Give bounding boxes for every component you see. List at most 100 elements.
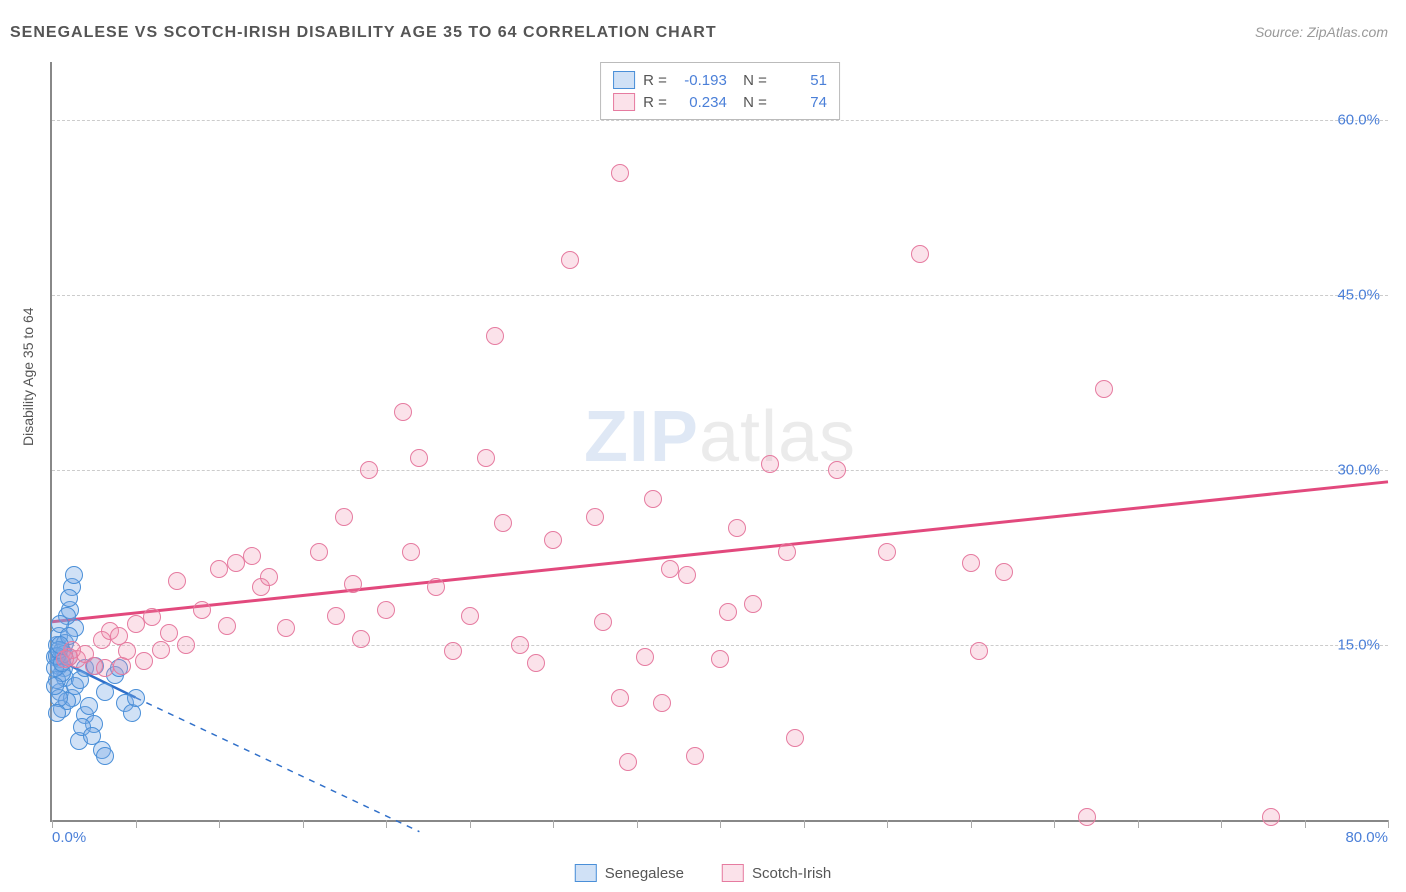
y-axis-label: Disability Age 35 to 64 (20, 307, 36, 446)
data-point-blue (46, 677, 64, 695)
data-point-pink (995, 563, 1013, 581)
x-tick-mark (1221, 820, 1222, 828)
x-min-label: 0.0% (52, 829, 86, 846)
gridline-h (52, 470, 1388, 471)
y-tick-label: 30.0% (1337, 462, 1380, 479)
data-point-pink (761, 455, 779, 473)
data-point-pink (327, 607, 345, 625)
data-point-pink (377, 601, 395, 619)
data-point-pink (96, 659, 114, 677)
gridline-h (52, 645, 1388, 646)
x-tick-mark (1054, 820, 1055, 828)
data-point-blue (96, 683, 114, 701)
data-point-pink (477, 449, 495, 467)
x-tick-mark (303, 820, 304, 828)
x-tick-mark (136, 820, 137, 828)
legend-item-pink: Scotch-Irish (722, 864, 831, 882)
x-tick-mark (971, 820, 972, 828)
data-point-pink (778, 543, 796, 561)
data-point-pink (360, 461, 378, 479)
data-point-pink (911, 245, 929, 263)
x-tick-mark (1138, 820, 1139, 828)
data-point-pink (344, 575, 362, 593)
trend-lines (52, 62, 1388, 820)
data-point-pink (210, 560, 228, 578)
x-tick-mark (553, 820, 554, 828)
data-point-pink (653, 694, 671, 712)
swatch-blue-icon (575, 864, 597, 882)
swatch-pink-icon (722, 864, 744, 882)
data-point-blue (127, 689, 145, 707)
data-point-blue (83, 727, 101, 745)
y-tick-label: 45.0% (1337, 287, 1380, 304)
data-point-pink (686, 747, 704, 765)
data-point-pink (160, 624, 178, 642)
data-point-pink (728, 519, 746, 537)
x-tick-mark (720, 820, 721, 828)
data-point-blue (60, 589, 78, 607)
data-point-pink (711, 650, 729, 668)
data-point-pink (970, 642, 988, 660)
x-tick-mark (470, 820, 471, 828)
data-point-pink (177, 636, 195, 654)
data-point-pink (619, 753, 637, 771)
data-point-pink (152, 641, 170, 659)
data-point-pink (511, 636, 529, 654)
data-point-blue (96, 747, 114, 765)
x-tick-mark (1388, 820, 1389, 828)
data-point-blue (48, 704, 66, 722)
data-point-pink (277, 619, 295, 637)
data-point-pink (828, 461, 846, 479)
x-tick-mark (1305, 820, 1306, 828)
legend-item-blue: Senegalese (575, 864, 684, 882)
data-point-pink (127, 615, 145, 633)
x-tick-mark (637, 820, 638, 828)
data-point-pink (878, 543, 896, 561)
data-point-pink (56, 650, 74, 668)
y-tick-label: 15.0% (1337, 637, 1380, 654)
data-point-pink (260, 568, 278, 586)
data-point-pink (352, 630, 370, 648)
data-point-pink (218, 617, 236, 635)
data-point-pink (168, 572, 186, 590)
data-point-pink (394, 403, 412, 421)
gridline-h (52, 295, 1388, 296)
data-point-pink (494, 514, 512, 532)
data-point-pink (678, 566, 696, 584)
data-point-pink (962, 554, 980, 572)
chart-title: SENEGALESE VS SCOTCH-IRISH DISABILITY AG… (10, 24, 717, 42)
legend-label-blue: Senegalese (605, 865, 684, 882)
data-point-pink (644, 490, 662, 508)
data-point-pink (227, 554, 245, 572)
data-point-pink (611, 164, 629, 182)
data-point-pink (335, 508, 353, 526)
legend-label-pink: Scotch-Irish (752, 865, 831, 882)
data-point-pink (461, 607, 479, 625)
data-point-pink (719, 603, 737, 621)
data-point-pink (1095, 380, 1113, 398)
data-point-pink (143, 608, 161, 626)
data-point-pink (586, 508, 604, 526)
data-point-pink (744, 595, 762, 613)
data-point-blue (65, 566, 83, 584)
data-point-pink (527, 654, 545, 672)
x-tick-mark (804, 820, 805, 828)
data-point-pink (444, 642, 462, 660)
data-point-pink (661, 560, 679, 578)
data-point-pink (1078, 808, 1096, 826)
x-max-label: 80.0% (1345, 829, 1388, 846)
x-tick-mark (219, 820, 220, 828)
data-point-pink (486, 327, 504, 345)
data-point-pink (561, 251, 579, 269)
data-point-pink (193, 601, 211, 619)
data-point-pink (594, 613, 612, 631)
data-point-pink (402, 543, 420, 561)
data-point-pink (1262, 808, 1280, 826)
x-tick-mark (887, 820, 888, 828)
plot-area: ZIPatlas R = -0.193 N = 51 R = 0.234 N =… (50, 62, 1388, 822)
data-point-blue (80, 697, 98, 715)
data-point-pink (135, 652, 153, 670)
data-point-pink (786, 729, 804, 747)
data-point-pink (243, 547, 261, 565)
data-point-pink (113, 657, 131, 675)
